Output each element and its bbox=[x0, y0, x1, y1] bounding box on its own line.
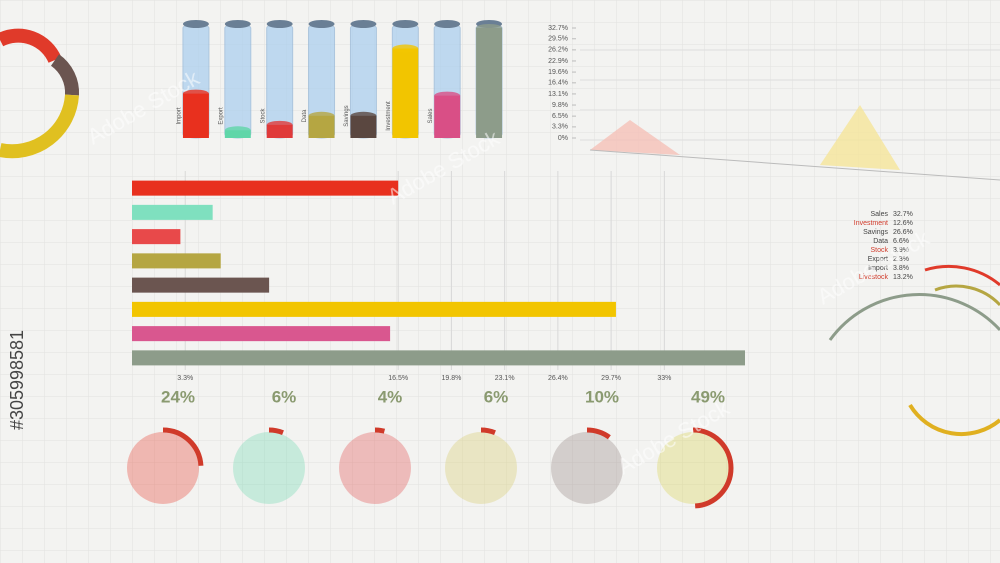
bar bbox=[132, 301, 616, 317]
category-label: Export bbox=[218, 107, 224, 125]
bar bbox=[132, 204, 213, 220]
bar-top bbox=[308, 111, 335, 120]
cylinder-cap bbox=[392, 20, 419, 28]
donut-arc bbox=[440, 427, 522, 509]
bar bbox=[132, 277, 270, 293]
y-tick-label: 32.7% bbox=[548, 25, 568, 32]
legend-name: Data bbox=[873, 238, 888, 245]
bar bbox=[132, 350, 745, 366]
legend-value: 13.2% bbox=[893, 274, 913, 281]
category-label: Savings bbox=[344, 105, 350, 126]
cylinder-cap bbox=[224, 20, 251, 28]
y-tick-label: 19.6% bbox=[548, 69, 568, 76]
donut-face bbox=[445, 432, 517, 504]
bar-top bbox=[434, 91, 461, 100]
donut-label: 49% bbox=[691, 387, 725, 406]
donut-face bbox=[551, 432, 623, 504]
bar bbox=[132, 326, 391, 342]
y-tick-label: 29.5% bbox=[548, 36, 568, 43]
donut-label: 6% bbox=[272, 387, 297, 406]
donut-label: 6% bbox=[484, 387, 509, 406]
bar-top bbox=[224, 126, 251, 135]
cylinder-cap bbox=[434, 20, 461, 28]
y-tick-label: 16.4% bbox=[548, 80, 568, 87]
x-tick-label: 29.7% bbox=[601, 375, 621, 382]
cylinder-cap bbox=[350, 20, 377, 28]
legend-name: Savings bbox=[863, 229, 888, 236]
donut-arc bbox=[334, 427, 416, 509]
legend-value: 26.6% bbox=[893, 229, 913, 236]
legend-value: 2.3% bbox=[893, 256, 909, 263]
bar bbox=[350, 115, 377, 138]
category-label: Import bbox=[177, 107, 183, 124]
bar bbox=[392, 48, 419, 138]
donut-label: 10% bbox=[585, 387, 619, 406]
donut-label: 24% bbox=[161, 387, 195, 406]
donut-label: 4% bbox=[378, 387, 403, 406]
y-tick-label: 6.5% bbox=[552, 113, 568, 120]
bar bbox=[434, 95, 461, 138]
legend-name: Import bbox=[868, 265, 888, 272]
legend-name: Investment bbox=[854, 220, 888, 227]
donut-arc bbox=[122, 427, 204, 509]
category-label: Data bbox=[302, 109, 308, 122]
donut-arc bbox=[228, 427, 310, 509]
legend-value: 3.8% bbox=[893, 265, 909, 272]
bar bbox=[132, 229, 181, 245]
donut-face bbox=[233, 432, 305, 504]
cylinder-glass bbox=[224, 23, 252, 139]
bar-top bbox=[392, 44, 419, 53]
donut-arc bbox=[652, 427, 734, 509]
bar-top bbox=[350, 111, 377, 120]
legend-value: 3.9% bbox=[893, 247, 909, 254]
donut-face bbox=[339, 432, 411, 504]
legend-name: Sales bbox=[870, 211, 888, 218]
stock-id: #305998581 bbox=[7, 330, 27, 430]
bar bbox=[182, 93, 209, 138]
y-tick-label: 9.8% bbox=[552, 102, 568, 109]
y-tick-label: 13.1% bbox=[548, 91, 568, 98]
legend-value: 12.6% bbox=[893, 220, 913, 227]
bar bbox=[308, 115, 335, 138]
x-tick-label: 16.5% bbox=[388, 375, 408, 382]
cylinder-cap bbox=[266, 20, 293, 28]
legend-value: 6.6% bbox=[893, 238, 909, 245]
y-tick-label: 26.2% bbox=[548, 47, 568, 54]
bar bbox=[476, 28, 503, 138]
category-label: Investment bbox=[386, 101, 392, 131]
category-label: Stock bbox=[260, 108, 266, 124]
bar bbox=[132, 180, 399, 196]
x-tick-label: 23.1% bbox=[495, 375, 515, 382]
category-label: Sales bbox=[428, 108, 434, 123]
bar-top bbox=[266, 120, 293, 129]
x-tick-label: 26.4% bbox=[548, 375, 568, 382]
x-tick-label: 3.3% bbox=[177, 375, 193, 382]
y-tick-label: 3.3% bbox=[552, 124, 568, 131]
donut-face bbox=[657, 432, 729, 504]
legend-name: Livestock bbox=[859, 274, 889, 281]
x-tick-label: 33% bbox=[657, 375, 671, 382]
legend-value: 32.7% bbox=[893, 211, 913, 218]
bar-top bbox=[476, 24, 503, 32]
cylinder-cap bbox=[182, 20, 209, 28]
bar-top bbox=[182, 89, 209, 98]
bar bbox=[132, 253, 221, 269]
legend-name: Export bbox=[868, 256, 888, 263]
decor-area bbox=[580, 49, 1000, 181]
legend-name: Stock bbox=[870, 247, 888, 254]
y-tick-label: 22.9% bbox=[548, 58, 568, 65]
cylinder-cap bbox=[308, 20, 335, 28]
donut-face bbox=[127, 432, 199, 504]
x-tick-label: 19.8% bbox=[441, 375, 461, 382]
y-tick-label: 0% bbox=[558, 135, 568, 142]
donut-arc bbox=[546, 427, 628, 509]
decor-radial bbox=[828, 264, 1000, 437]
decor-donut bbox=[0, 28, 80, 159]
